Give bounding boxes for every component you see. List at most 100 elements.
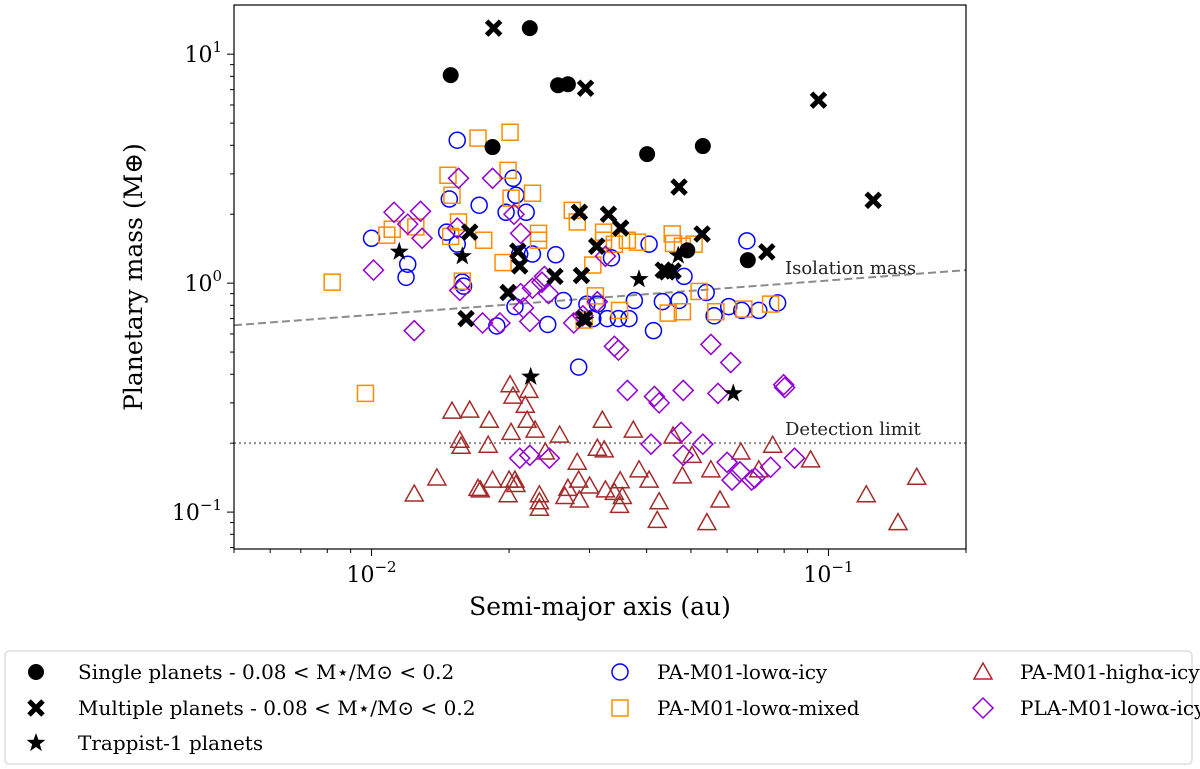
pa-higha-icy-point — [426, 467, 448, 486]
pa-lowa-mixed-point — [659, 304, 677, 322]
legend-marker-multiple-planet — [27, 699, 45, 717]
pa-lowa-icy-point — [644, 321, 663, 340]
pa-lowa-icy-point — [670, 291, 688, 310]
pa-lowa-mixed-point — [443, 186, 461, 205]
y-tick-label: 101 — [184, 38, 222, 68]
pa-lowa-icy-point — [397, 268, 415, 287]
pa-higha-icy-point — [592, 409, 613, 428]
pa-higha-icy-point — [681, 444, 703, 464]
legend-marker-trappist-planet — [26, 733, 46, 752]
pla-lowa-icy-point — [471, 311, 494, 335]
pa-higha-icy-point — [638, 469, 660, 488]
pla-lowa-icy-point — [699, 333, 722, 356]
pa-lowa-mixed-point — [663, 225, 681, 243]
trappist-planet-point — [629, 269, 649, 288]
pla-lowa-icy-point — [396, 213, 419, 236]
pla-lowa-icy-point — [502, 203, 526, 226]
pla-lowa-icy-point — [411, 227, 434, 250]
plot-marks — [233, 19, 967, 531]
pa-higha-icy-point — [612, 485, 633, 505]
pla-lowa-icy-point — [607, 339, 630, 362]
x-axis-label: Semi-major axis (au) — [469, 592, 731, 621]
pa-higha-icy-point — [497, 484, 519, 503]
pa-lowa-mixed-point — [378, 226, 396, 244]
pa-lowa-mixed-point — [586, 287, 605, 305]
pa-higha-icy-point — [700, 459, 722, 478]
pa-higha-icy-point — [648, 491, 670, 510]
legend-marker-pa-lowa-icy — [611, 663, 629, 681]
pa-higha-icy-point — [477, 434, 499, 453]
pa-lowa-icy-point — [640, 235, 658, 253]
multiple-planet-point — [457, 309, 475, 328]
pa-higha-icy-point — [504, 469, 526, 488]
pa-higha-icy-point — [709, 489, 731, 508]
x-tick-label: 10−2 — [346, 558, 396, 588]
pa-lowa-icy-point — [554, 291, 573, 310]
pla-lowa-icy-point — [538, 447, 561, 470]
pa-higha-icy-point — [887, 512, 909, 531]
legend-label-trappist: Trappist-1 planets — [78, 731, 263, 755]
legend-box — [4, 650, 1193, 765]
pa-lowa-mixed-point — [523, 184, 542, 202]
pa-lowa-icy-point — [602, 249, 621, 267]
pa-higha-icy-point — [450, 435, 472, 454]
pa-higha-icy-point — [595, 479, 616, 498]
multiple-planet-point — [572, 266, 591, 285]
multiple-planet-point — [510, 257, 529, 275]
pa-higha-icy-point — [529, 491, 550, 510]
multiple-planet-point — [460, 223, 479, 241]
legend-label-single: Single planets - 0.08 < M⋆/M⊙ < 0.2 — [78, 660, 454, 684]
pa-higha-icy-point — [498, 469, 520, 488]
legend-marker-pa-higha-icy — [972, 661, 994, 680]
pa-lowa-mixed-point — [584, 256, 602, 274]
pa-higha-icy-point — [478, 409, 500, 428]
pa-lowa-icy-point — [750, 301, 768, 320]
pa-higha-icy-point — [467, 477, 489, 497]
pa-higha-icy-point — [609, 470, 631, 489]
pa-higha-icy-point — [730, 441, 752, 460]
pla-lowa-icy-point — [403, 319, 426, 342]
axis-ticks: 10−2 10−1 10−1 100 101 — [172, 38, 967, 588]
pa-higha-icy-point — [604, 481, 625, 501]
multiple-planet-point — [693, 225, 711, 243]
pla-lowa-icy-point — [509, 282, 532, 305]
pa-higha-icy-point — [800, 449, 821, 468]
pa-higha-icy-point — [662, 425, 684, 444]
pla-lowa-icy-point — [773, 376, 796, 399]
pa-lowa-icy-point — [738, 232, 756, 250]
legend-label-multiple: Multiple planets - 0.08 < M⋆/M⊙ < 0.2 — [78, 696, 475, 720]
pa-lowa-icy-point — [454, 277, 473, 295]
pa-lowa-icy-point — [719, 297, 738, 316]
pla-lowa-icy-point — [691, 433, 714, 456]
single-planet-point — [739, 252, 756, 269]
multiple-planet-point — [809, 91, 828, 109]
pa-lowa-mixed-point — [356, 384, 375, 403]
pa-higha-icy-point — [499, 374, 521, 393]
pa-lowa-mixed-point — [453, 272, 472, 290]
pa-higha-icy-point — [609, 494, 630, 514]
multiple-planet-point — [546, 267, 564, 286]
legend-label-pla-lowa-icy: PLA-M01-lowα-icy — [1020, 696, 1200, 720]
pa-lowa-mixed-point — [501, 123, 519, 142]
isolation-mass-annotation: Isolation mass — [785, 258, 916, 279]
trappist-planet-point — [521, 366, 541, 385]
multiple-planet-point — [484, 19, 503, 37]
pa-higha-icy-point — [524, 419, 546, 438]
single-planet-point — [694, 138, 711, 155]
pa-lowa-icy-point — [653, 292, 672, 311]
pla-lowa-icy-point — [740, 469, 763, 492]
pa-higha-icy-point — [449, 429, 471, 448]
pa-higha-icy-point — [855, 484, 877, 503]
pla-lowa-icy-point — [594, 245, 617, 268]
pa-higha-icy-point — [482, 469, 503, 488]
single-planet-point — [639, 146, 656, 163]
pla-lowa-icy-point — [783, 447, 806, 470]
pla-lowa-icy-point — [743, 466, 766, 489]
legend-label-lowa-icy: PA-M01-lowα-icy — [657, 660, 828, 684]
trappist-planet-point — [575, 310, 595, 329]
pla-lowa-icy-point — [719, 351, 742, 374]
pa-lowa-mixed-point — [735, 300, 753, 318]
pla-lowa-icy-point — [616, 379, 639, 402]
pa-lowa-icy-point — [697, 283, 715, 302]
pa-higha-icy-point — [672, 465, 693, 484]
